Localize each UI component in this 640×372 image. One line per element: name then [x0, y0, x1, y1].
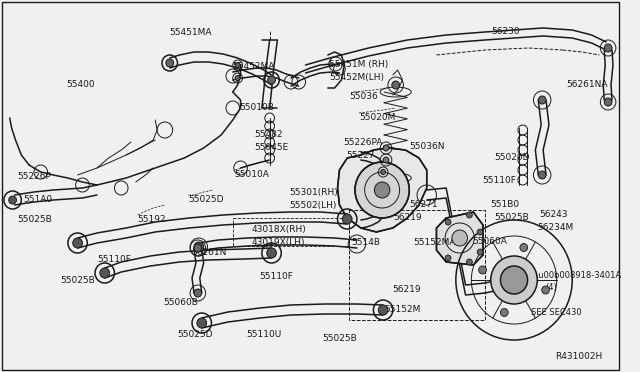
Circle shape	[479, 266, 486, 274]
Text: 55036N: 55036N	[410, 142, 445, 151]
Text: 55010A: 55010A	[235, 170, 269, 179]
Text: 55152MA: 55152MA	[413, 238, 456, 247]
Text: (4): (4)	[545, 283, 557, 292]
Circle shape	[166, 59, 173, 67]
Circle shape	[538, 171, 546, 179]
Text: 56261NA: 56261NA	[566, 80, 608, 89]
Text: 55451M (RH): 55451M (RH)	[329, 60, 388, 69]
Circle shape	[235, 62, 240, 67]
Circle shape	[538, 96, 546, 104]
Text: N\u00b008918-3401A: N\u00b008918-3401A	[529, 270, 621, 279]
Text: 55020M: 55020M	[359, 113, 396, 122]
Circle shape	[604, 98, 612, 106]
Circle shape	[194, 242, 204, 252]
Text: 55226P: 55226P	[17, 172, 51, 181]
Circle shape	[9, 196, 17, 204]
Text: 55036: 55036	[349, 92, 378, 101]
Text: 56230: 56230	[492, 27, 520, 36]
Text: 55452M(LH): 55452M(LH)	[329, 73, 384, 82]
Circle shape	[541, 286, 549, 294]
Text: 55010B: 55010B	[239, 103, 275, 112]
Text: 55400: 55400	[66, 80, 95, 89]
Text: 55025D: 55025D	[177, 330, 213, 339]
Text: 56243: 56243	[540, 210, 568, 219]
Circle shape	[383, 157, 389, 163]
Text: 55025D: 55025D	[188, 195, 223, 204]
Text: 551A0: 551A0	[23, 195, 52, 204]
Text: 55452MA: 55452MA	[233, 62, 275, 71]
Text: 55110F: 55110F	[482, 176, 516, 185]
Text: 55045E: 55045E	[254, 143, 289, 152]
Text: 55025B: 55025B	[17, 215, 52, 224]
Text: 56219: 56219	[392, 285, 420, 294]
Text: 55482: 55482	[254, 130, 283, 139]
Text: 55025B: 55025B	[365, 172, 401, 181]
Text: R431002H: R431002H	[555, 352, 602, 361]
Text: 55451MA: 55451MA	[170, 28, 212, 37]
Text: 55060A: 55060A	[472, 237, 508, 246]
Circle shape	[477, 249, 483, 255]
Circle shape	[500, 266, 527, 294]
Circle shape	[267, 248, 276, 258]
Text: 55025B: 55025B	[495, 213, 529, 222]
Text: 56271: 56271	[410, 200, 438, 209]
Polygon shape	[337, 148, 427, 232]
Circle shape	[378, 305, 388, 315]
Text: 55025B: 55025B	[60, 276, 95, 285]
Circle shape	[100, 268, 109, 278]
Circle shape	[445, 219, 451, 225]
Text: 55152M: 55152M	[384, 305, 420, 314]
Text: 55110U: 55110U	[246, 330, 282, 339]
Circle shape	[452, 230, 467, 246]
Text: 55020D: 55020D	[495, 153, 530, 162]
Text: 551B0: 551B0	[491, 200, 520, 209]
Circle shape	[194, 244, 202, 252]
Text: 55226PA: 55226PA	[343, 138, 383, 147]
Text: 55502(LH): 55502(LH)	[289, 201, 337, 210]
Circle shape	[355, 162, 410, 218]
Text: 55192: 55192	[138, 215, 166, 224]
Circle shape	[500, 308, 508, 317]
Text: 56234M: 56234M	[538, 223, 573, 232]
Circle shape	[381, 170, 385, 174]
Circle shape	[383, 145, 389, 151]
Text: 55301(RH): 55301(RH)	[289, 188, 338, 197]
Circle shape	[467, 212, 472, 218]
Text: 43019X(LH): 43019X(LH)	[251, 238, 305, 247]
Text: 55110F: 55110F	[259, 272, 293, 281]
Circle shape	[520, 244, 527, 251]
Circle shape	[445, 255, 451, 261]
Circle shape	[491, 256, 538, 304]
Text: 55025B: 55025B	[322, 334, 356, 343]
Circle shape	[268, 76, 275, 84]
Text: SEE SEC430: SEE SEC430	[531, 308, 581, 317]
Text: 55110F: 55110F	[97, 255, 131, 264]
Text: 55060B: 55060B	[163, 298, 198, 307]
Circle shape	[477, 229, 483, 235]
Circle shape	[374, 182, 390, 198]
Circle shape	[197, 318, 207, 328]
Circle shape	[235, 76, 240, 80]
Polygon shape	[436, 212, 483, 265]
Text: 56261N: 56261N	[191, 248, 227, 257]
Text: 55227: 55227	[346, 151, 375, 160]
Text: 5514B: 5514B	[351, 238, 380, 247]
Circle shape	[392, 81, 399, 89]
Text: 56219: 56219	[394, 213, 422, 222]
Text: 43018X(RH): 43018X(RH)	[251, 225, 306, 234]
Circle shape	[467, 259, 472, 265]
Circle shape	[342, 214, 352, 224]
Circle shape	[194, 289, 202, 297]
Circle shape	[604, 44, 612, 52]
Circle shape	[73, 238, 83, 248]
